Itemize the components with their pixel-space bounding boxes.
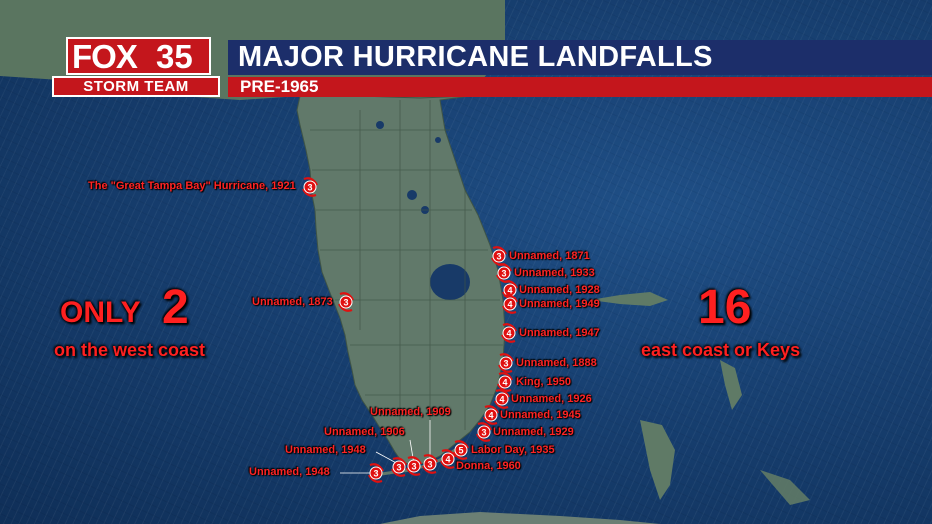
west-summary-caption: on the west coast bbox=[54, 340, 206, 360]
marker-category: 5 bbox=[458, 446, 463, 456]
west-summary-prefix: ONLY bbox=[60, 296, 141, 329]
marker-category: 3 bbox=[496, 252, 501, 262]
landfall-label: Unnamed, 1948 bbox=[249, 466, 330, 478]
hurricane-marker: 3 bbox=[498, 353, 514, 373]
marker-category: 4 bbox=[499, 395, 504, 405]
marker-category: 4 bbox=[502, 378, 507, 388]
landfall-label: The "Great Tampa Bay" Hurricane, 1921 bbox=[88, 180, 296, 192]
landfall-label: Unnamed, 1929 bbox=[493, 426, 574, 438]
hurricane-marker: 5 bbox=[453, 440, 469, 460]
hurricane-marker: 3 bbox=[496, 263, 512, 283]
hurricane-marker: 3 bbox=[368, 463, 384, 483]
logo-team: STORM TEAM bbox=[83, 78, 189, 95]
marker-category: 3 bbox=[411, 462, 416, 472]
east-summary-caption: east coast or Keys bbox=[641, 340, 801, 360]
landfall-label: Labor Day, 1935 bbox=[471, 444, 555, 456]
lake-okeechobee bbox=[430, 264, 470, 300]
hurricane-marker: 4 bbox=[494, 389, 510, 409]
landfall-label: Unnamed, 1888 bbox=[516, 357, 597, 369]
marker-category: 3 bbox=[503, 359, 508, 369]
logo-channel: 35 bbox=[156, 38, 193, 75]
landfall-label: Donna, 1960 bbox=[456, 460, 521, 472]
marker-category: 4 bbox=[488, 411, 493, 421]
fox35-logo: FOX 35 STORM TEAM bbox=[52, 37, 224, 99]
hurricane-marker: 4 bbox=[497, 372, 513, 392]
hurricane-marker: 3 bbox=[338, 292, 354, 312]
landfall-label: Unnamed, 1909 bbox=[370, 406, 451, 418]
marker-category: 4 bbox=[506, 329, 511, 339]
marker-category: 3 bbox=[396, 463, 401, 473]
marker-category: 3 bbox=[427, 460, 432, 470]
marker-category: 4 bbox=[507, 300, 512, 310]
marker-category: 3 bbox=[307, 183, 312, 193]
hurricane-marker: 3 bbox=[406, 456, 422, 476]
title-bar bbox=[228, 40, 932, 75]
hurricane-marker: 3 bbox=[422, 454, 438, 474]
landfall-label: Unnamed, 1928 bbox=[519, 284, 600, 296]
marker-category: 4 bbox=[445, 455, 450, 465]
marker-category: 3 bbox=[373, 469, 378, 479]
landfall-label: King, 1950 bbox=[516, 376, 572, 388]
west-summary-count: 2 bbox=[162, 281, 189, 334]
page-title: MAJOR HURRICANE LANDFALLS bbox=[238, 41, 713, 73]
hurricane-marker: 3 bbox=[391, 457, 407, 477]
hurricane-marker: 3 bbox=[302, 177, 318, 197]
hurricane-marker: 3 bbox=[476, 422, 492, 442]
logo-brand: FOX bbox=[72, 38, 138, 75]
hurricane-marker: 3 bbox=[491, 246, 507, 266]
marker-category: 3 bbox=[481, 428, 486, 438]
landfall-label: Unnamed, 1948 bbox=[285, 444, 366, 456]
subtitle-bar bbox=[228, 77, 932, 97]
hurricane-marker: 4 bbox=[502, 294, 518, 314]
hurricane-marker: 4 bbox=[501, 323, 517, 343]
landfall-label: Unnamed, 1947 bbox=[519, 327, 600, 339]
landfall-label: Unnamed, 1933 bbox=[514, 267, 595, 279]
east-summary-count: 16 bbox=[698, 281, 752, 334]
marker-category: 4 bbox=[507, 286, 512, 296]
page-subtitle: PRE-1965 bbox=[240, 77, 319, 96]
hurricane-marker: 4 bbox=[440, 449, 456, 469]
marker-category: 3 bbox=[501, 269, 506, 279]
landfall-label: Unnamed, 1945 bbox=[500, 409, 581, 421]
landfall-label: Unnamed, 1871 bbox=[509, 250, 590, 262]
cuba-land bbox=[380, 512, 660, 524]
marker-category: 3 bbox=[343, 298, 348, 308]
bahamas-land bbox=[590, 292, 668, 306]
landfall-label: Unnamed, 1949 bbox=[519, 298, 600, 310]
landfall-label: Unnamed, 1926 bbox=[511, 393, 592, 405]
hurricane-marker: 4 bbox=[483, 405, 499, 425]
landfall-label: Unnamed, 1873 bbox=[252, 296, 333, 308]
landfall-label: Unnamed, 1906 bbox=[324, 426, 405, 438]
